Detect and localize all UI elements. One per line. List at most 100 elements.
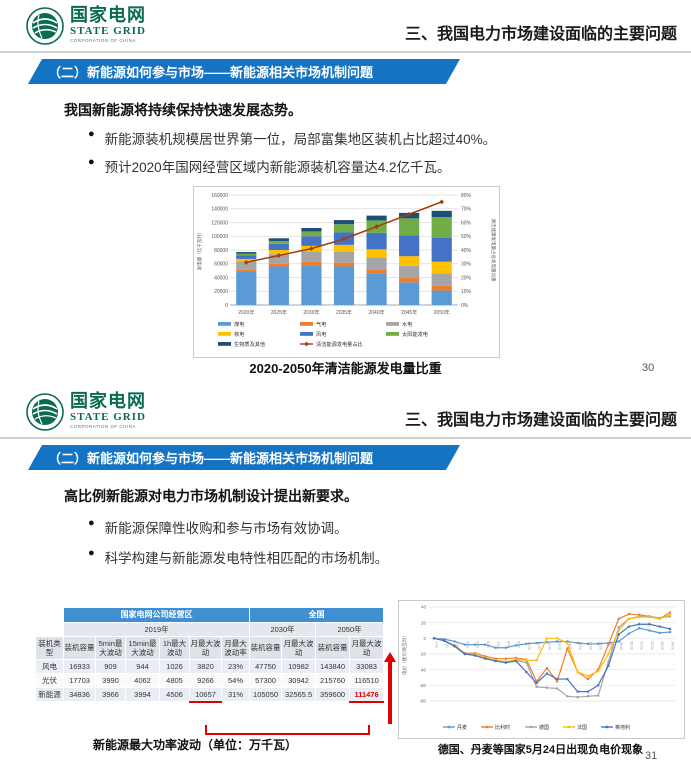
table-cell: 359600 (315, 686, 351, 703)
page-number-31: 31 (645, 750, 658, 762)
table-cell: 944 (125, 658, 160, 674)
bullet-icon: ● (88, 156, 95, 168)
svg-text:16:00: 16:00 (588, 641, 592, 650)
svg-text:70%: 70% (461, 207, 472, 213)
table-column-header: 5min最大波动 (95, 635, 126, 660)
logo-sub-text: CORPORATION OF CHINA (70, 424, 136, 429)
table-header-cell: 全国 (249, 607, 385, 623)
svg-text:20:00: 20:00 (629, 641, 633, 650)
red-up-arrow (384, 652, 396, 724)
slide2-bullet-2: ● 科学构建与新能源发电特性相匹配的市场机制。 (88, 547, 388, 567)
table-row: 光伏 17703 3990 4062 4805 9266 54% 57300 30942 2157… (35, 672, 385, 688)
svg-text:丹麦: 丹麦 (457, 724, 467, 731)
table-cell: 215760 (315, 672, 351, 688)
svg-text:-80: -80 (419, 699, 426, 704)
table-column-header: 月最大波动 (281, 635, 317, 660)
svg-text:-20: -20 (419, 652, 426, 657)
table-cell: 4805 (159, 672, 190, 688)
svg-text:12:00: 12:00 (547, 641, 551, 650)
state-grid-logo-icon (26, 393, 64, 431)
slide1-bullet-2: ● 预计2020年国网经营区域内新能源装机容量达4.2亿千瓦。 (88, 156, 450, 176)
svg-text:风电: 风电 (316, 330, 326, 338)
svg-text:太阳能发电: 太阳能发电 (402, 330, 428, 338)
state-grid-logo: 国家电网 STATE GRID CORPORATION OF CHINA (26, 392, 146, 432)
table-cell: 3820 (189, 658, 222, 674)
table-cell: 47750 (249, 658, 283, 674)
table-cell: 143840 (315, 658, 351, 674)
bullet-icon: ● (88, 547, 95, 559)
svg-text:19:00: 19:00 (619, 641, 623, 650)
svg-text:20%: 20% (461, 275, 472, 281)
svg-text:德国: 德国 (539, 724, 549, 731)
svg-text:60000: 60000 (214, 262, 228, 268)
logo-sub-text: CORPORATION OF CHINA (70, 38, 136, 43)
svg-text:10:00: 10:00 (527, 641, 531, 650)
svg-text:1:00: 1:00 (435, 641, 439, 648)
bullet-icon: ● (88, 128, 95, 140)
table-cell: 33083 (349, 658, 385, 674)
table-cell: 4506 (159, 686, 190, 703)
table-cell: 4062 (125, 672, 160, 688)
logo-en-text: STATE GRID (70, 25, 146, 37)
svg-text:核电: 核电 (234, 330, 244, 338)
table-cell: 新能源 (35, 686, 64, 703)
svg-text:清洁能源发电量占比: 清洁能源发电量占比 (316, 340, 363, 348)
table-cell: 3966 (95, 686, 126, 703)
svg-text:奥地利: 奥地利 (615, 724, 630, 731)
svg-text:比利时: 比利时 (495, 724, 510, 731)
svg-text:20000: 20000 (214, 289, 228, 295)
svg-text:2:00: 2:00 (445, 641, 449, 648)
svg-text:生物质及其他: 生物质及其他 (234, 340, 265, 348)
table-row: 风电 16933 909 944 1026 3820 23% 47750 10982 143840… (35, 658, 385, 674)
table-header-cell: 2019年 (62, 621, 251, 637)
slide2-table-caption: 新能源最大功率波动（单位：万千瓦） (92, 738, 297, 752)
svg-text:14:00: 14:00 (568, 641, 572, 650)
header-divider (0, 51, 691, 53)
slide1-bullet-1-text: 新能源装机规模居世界第一位，局部富集地区装机占比超过40%。 (104, 132, 497, 147)
slide2-chart-caption: 德国、丹麦等国家5月24日出现负电价现象 (437, 744, 644, 756)
slide2-bullet-1-text: 新能源保障性收购和参与市场有效协调。 (104, 521, 348, 536)
svg-text:-40: -40 (419, 667, 426, 672)
table-header-cell: 国家电网公司经营区 (62, 607, 251, 623)
wave-table: 国家电网公司经营区 全国 2019年 2030年 2050年 装机类型 装机容量 5min最大… (35, 607, 385, 703)
table-row: 新能源 34836 3966 3994 4506 10657 31% 105050 32565.… (35, 686, 385, 703)
table-header-cell (35, 607, 64, 623)
table-column-header: 装机容量 (249, 635, 283, 660)
clean-energy-chart: 0 20000 40000 60000 80000 100000 120000 140000 1… (193, 186, 500, 358)
slide2-statement: 高比例新能源对电力市场机制设计提出新要求。 (64, 488, 358, 504)
svg-text:-60: -60 (419, 683, 426, 688)
svg-text:2020年: 2020年 (238, 309, 254, 316)
table-cell: 风电 (35, 658, 64, 674)
section-banner: （二）新能源如何参与市场——新能源相关市场机制问题 (28, 445, 460, 470)
svg-text:2050年: 2050年 (434, 309, 450, 316)
table-cell: 909 (95, 658, 126, 674)
svg-text:60%: 60% (461, 220, 472, 226)
svg-text:18:00: 18:00 (609, 641, 613, 650)
svg-text:气电: 气电 (316, 320, 326, 328)
table-column-header: 15min最大波动 (125, 635, 160, 660)
svg-text:0%: 0% (461, 303, 469, 309)
svg-text:2030年: 2030年 (303, 309, 319, 316)
slide1-bullet-1: ● 新能源装机规模居世界第一位，局部富集地区装机占比超过40%。 (88, 128, 496, 148)
svg-text:30%: 30% (461, 262, 472, 268)
svg-text:160000: 160000 (211, 193, 228, 199)
svg-text:80000: 80000 (214, 248, 228, 254)
table-column-header: 月最大波动 (349, 635, 385, 660)
svg-text:2025年: 2025年 (271, 309, 287, 316)
svg-text:6:00: 6:00 (486, 641, 490, 648)
slide2-bullet-2-text: 科学构建与新能源发电特性相匹配的市场机制。 (104, 551, 389, 566)
slide-header-title: 三、我国电力市场建设面临的主要问题 (404, 412, 677, 429)
svg-text:发电量（亿千瓦时）: 发电量（亿千瓦时） (196, 230, 203, 271)
svg-text:10%: 10% (461, 289, 472, 295)
svg-text:24:00: 24:00 (671, 641, 675, 650)
table-cell: 光伏 (35, 672, 64, 688)
svg-text:80%: 80% (461, 193, 472, 199)
table-cell: 54% (220, 672, 251, 688)
svg-text:水电: 水电 (402, 320, 412, 328)
section-banner: （二）新能源如何参与市场——新能源相关市场机制问题 (28, 59, 460, 84)
svg-text:0: 0 (225, 303, 228, 309)
table-column-header: 月最大波动 (189, 635, 222, 660)
svg-text:22:00: 22:00 (650, 641, 654, 650)
